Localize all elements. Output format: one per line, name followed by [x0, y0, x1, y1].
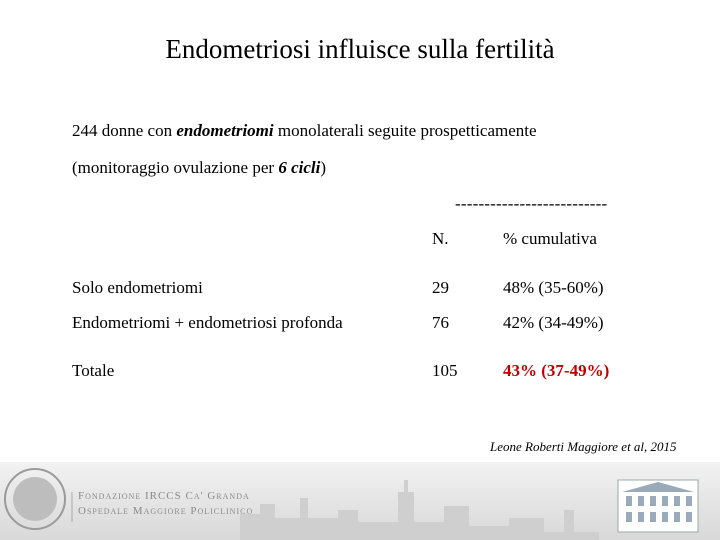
separator: --------------------------	[455, 194, 608, 213]
skyline	[240, 480, 599, 540]
table-cell: 42% (34-49%)	[503, 313, 604, 332]
table-cell: 43% (37-49%)	[503, 361, 610, 380]
header-cell: N.	[432, 229, 449, 248]
table-cell: Endometriomi + endometriosi profonda	[72, 313, 343, 332]
text-run: (monitoraggio ovulazione per	[72, 158, 279, 177]
slide-title: Endometriosi influisce sulla fertilità	[165, 34, 555, 64]
logo-seal-inner	[13, 477, 57, 521]
intro-line: 244 donne con endometriomi monolaterali …	[72, 121, 537, 141]
table-cell: 76	[432, 313, 449, 332]
table-cell: 48% (35-60%)	[503, 278, 604, 297]
header-cell: % cumulativa	[503, 229, 597, 248]
table-cell: Totale	[72, 361, 115, 380]
logo-text: Fondazione IRCCS Ca' Granda	[78, 490, 250, 502]
table-cell: Solo endometriomi	[72, 278, 203, 297]
text-run: 244 donne con	[72, 121, 177, 140]
emphasis: endometriomi	[176, 121, 274, 140]
table-cell: 29	[432, 278, 449, 297]
text-run: )	[320, 158, 326, 177]
emphasis: 6 cicli	[278, 158, 321, 177]
intro-line: (monitoraggio ovulazione per 6 cicli)	[72, 158, 326, 178]
text-run: monolaterali seguite prospetticamente	[273, 121, 537, 140]
logo-seal	[4, 468, 66, 530]
building-windows	[626, 496, 692, 522]
table-cell: 105	[432, 361, 458, 380]
logo-text: Ospedale Maggiore Policlinico	[78, 505, 254, 517]
building-roof	[622, 482, 694, 492]
footer-band	[0, 462, 720, 540]
citation: Leone Roberti Maggiore et al, 2015	[490, 439, 677, 454]
